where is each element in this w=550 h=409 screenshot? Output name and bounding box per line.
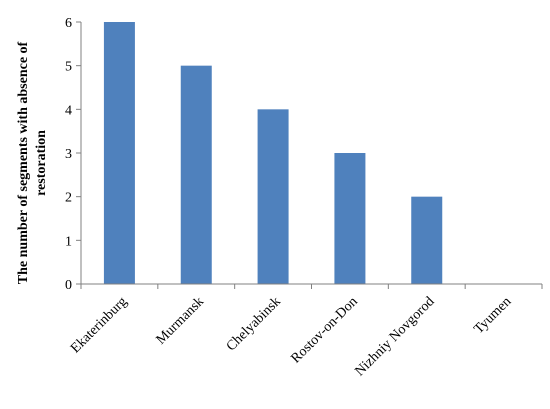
bar-ekaterinburg [103, 22, 135, 284]
y-axis-ticks: 0 1 2 3 4 5 6 [65, 16, 81, 293]
y-tick-label: 3 [65, 147, 72, 162]
bar-chelyabinsk [257, 109, 289, 284]
y-axis-title-line-2: restoration [34, 130, 49, 196]
y-tick-label: 5 [65, 60, 72, 75]
bar-nizhniy-novgorod [411, 196, 443, 284]
bars [103, 22, 443, 285]
x-category-label: Tyumen [471, 294, 514, 337]
x-category-label: Rostov-on-Don [289, 294, 361, 366]
bar-rostov-on-don [334, 153, 366, 284]
y-tick-label: 6 [65, 16, 72, 31]
y-axis-title-line-1: The number of segments with absence of [16, 41, 31, 284]
y-tick-label: 1 [65, 234, 72, 249]
y-tick-label: 0 [65, 278, 72, 293]
x-axis-categories: Ekaterinburg Murmansk Chelyabinsk Rostov-on… [68, 284, 543, 379]
y-axis-title: The number of segments with absence of r… [16, 41, 49, 284]
y-tick-label: 4 [65, 103, 72, 118]
x-category-label: Chelyabinsk [224, 294, 284, 354]
bar-murmansk [180, 65, 212, 285]
x-category-label: Ekaterinburg [68, 294, 130, 356]
x-category-label: Nizhniy Novgorod [352, 294, 437, 379]
y-tick-label: 2 [65, 191, 72, 206]
x-category-label: Murmansk [154, 294, 208, 348]
